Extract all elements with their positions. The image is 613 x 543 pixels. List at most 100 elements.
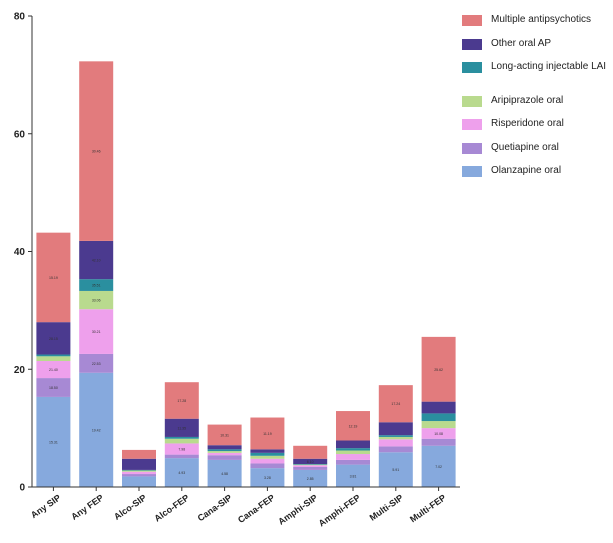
bar-segment	[250, 417, 285, 450]
legend-swatch	[462, 15, 482, 26]
bar-segment	[122, 470, 156, 472]
bar-segment	[79, 240, 114, 280]
x-category-label: Amphi-SIP	[276, 492, 319, 526]
segment-value-label: 17.28	[177, 399, 186, 403]
bar-segment	[378, 439, 413, 447]
segment-value-label: 25.62	[434, 368, 443, 372]
segment-value-label: 30.46	[92, 150, 101, 154]
segment-value-label: 19.42	[92, 428, 101, 432]
bar-segment	[79, 279, 114, 291]
segment-value-label: 22.53	[92, 362, 101, 366]
legend-swatch	[462, 62, 482, 73]
bar-segment	[421, 445, 456, 487]
bar-segment	[336, 464, 370, 487]
y-tick-label: 20	[14, 365, 26, 376]
bar-segment	[336, 454, 370, 460]
segment-value-label: 11.35	[178, 426, 187, 430]
bar-segment	[164, 382, 199, 419]
x-category-label: Multi-FEP	[408, 492, 448, 524]
bar-segment	[336, 450, 370, 455]
bar-segment	[79, 372, 114, 487]
bar-segment	[336, 459, 370, 465]
legend-swatch	[462, 119, 482, 130]
x-category-label: Any FEP	[69, 492, 105, 521]
bar-segment	[122, 458, 156, 470]
bar-segment	[122, 474, 156, 477]
legend-swatch	[462, 95, 482, 107]
segment-value-label: 3.28	[264, 476, 271, 480]
bar-segment	[378, 436, 413, 440]
bar-segment	[207, 424, 242, 446]
bar-segment	[250, 452, 285, 456]
legend-label: Quetiapine oral	[491, 141, 559, 153]
bar-segment	[293, 465, 328, 467]
bar-segment	[122, 471, 156, 475]
segment-value-label: 10.08	[434, 432, 443, 436]
bar-segment	[79, 309, 114, 354]
segment-value-label: 12.19	[349, 424, 358, 428]
x-category-label: Any SIP	[29, 492, 63, 520]
segment-value-label: 15.19	[49, 276, 58, 280]
bar-segment	[378, 422, 413, 436]
bar-segment	[421, 428, 456, 439]
bar-segment	[164, 418, 199, 437]
legend-label: Multiple antipsychotics	[491, 14, 592, 25]
bar-segment	[378, 446, 413, 453]
bar-segment	[336, 448, 370, 451]
legend-label: Olanzapine oral	[491, 165, 562, 176]
x-category-label: Alco-SIP	[112, 492, 148, 521]
bar-segment	[378, 435, 413, 437]
legend-item-other-oral-ap: Other oral AP	[462, 37, 612, 57]
segment-value-label: 15.31	[49, 440, 58, 444]
bar-segment	[421, 438, 456, 446]
bar-segment	[250, 463, 285, 469]
bar-segment	[164, 436, 199, 439]
bar-segment	[378, 385, 413, 423]
bar-segment	[207, 451, 242, 453]
bar-segment	[207, 455, 242, 460]
bar-segment	[378, 452, 413, 487]
bar-segment	[293, 464, 328, 466]
bar-segment	[36, 356, 71, 362]
bar-segment	[250, 468, 285, 487]
bar-segment	[79, 61, 114, 241]
bar-segment	[421, 413, 456, 422]
bar-segment	[421, 401, 456, 414]
bar-segment	[164, 443, 199, 455]
segment-value-label: 17.24	[391, 402, 400, 406]
bar-segment	[207, 449, 242, 452]
x-category-label: Cana-FEP	[236, 492, 277, 525]
segment-value-label: 4.93	[178, 471, 185, 475]
bar-segment	[79, 290, 114, 310]
bar-segment	[36, 396, 71, 487]
segment-value-label: 5.91	[392, 468, 399, 472]
legend-label: Other oral AP	[491, 37, 552, 49]
legend-item-quetiapine-oral: Quetiapine oral	[462, 141, 612, 161]
x-category-label: Amphi-FEP	[317, 492, 362, 528]
x-category-label: Cana-SIP	[196, 492, 234, 523]
legend-item-olanzapine-oral: Olanzapine oral	[462, 164, 612, 184]
segment-value-label: 30.21	[92, 330, 101, 334]
bar-segment	[421, 421, 456, 429]
legend-label: Risperidone oral	[491, 118, 564, 129]
segment-value-label: 11.19	[263, 432, 272, 436]
legend-swatch	[462, 166, 482, 177]
legend-label: Aripiprazole oral	[491, 94, 564, 106]
legend-swatch	[462, 38, 482, 50]
bar-segment	[293, 464, 328, 465]
bar-segment	[79, 353, 114, 373]
segment-value-label: 33.06	[92, 299, 101, 303]
bar-segment	[336, 440, 370, 449]
bar-segment	[122, 449, 156, 459]
legend-item-long-acting-injectable: Long-acting injectable LAI	[462, 60, 612, 90]
bar-segment	[293, 469, 328, 487]
segment-value-label: 7.02	[435, 465, 442, 469]
legend-item-aripiprazole-oral: Aripiprazole oral	[462, 94, 612, 114]
bar-segment	[207, 459, 242, 487]
bar-segment	[207, 452, 242, 456]
bar-segment	[36, 354, 71, 357]
y-tick-label: 0	[19, 483, 25, 494]
bar-segment	[250, 449, 285, 453]
x-category-label: Multi-SIP	[368, 492, 405, 522]
